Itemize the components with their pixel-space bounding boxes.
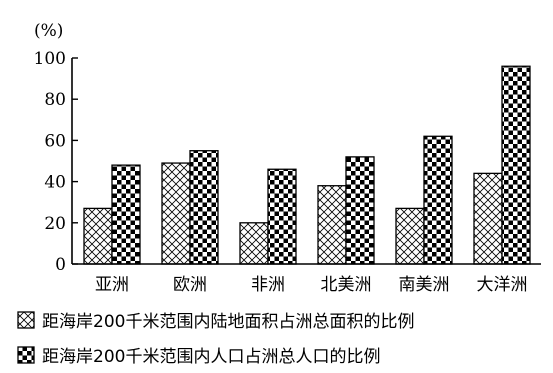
bar-population-4 (423, 135, 453, 265)
bar-area-0 (83, 207, 113, 265)
legend-swatch-checkerboard (17, 346, 35, 364)
legend-label-population: 距海岸200千米范围内人口占洲总人口的比例 (42, 347, 380, 367)
y-tick-label-20: 20 (44, 214, 66, 234)
y-tick-label-80: 80 (44, 90, 66, 110)
legend-item-area: 距海岸200千米范围内陆地面积占洲总面积的比例 (17, 311, 414, 332)
y-tick-label-40: 40 (44, 173, 66, 193)
legend: 距海岸200千米范围内陆地面积占洲总面积的比例 距海岸200千米范围内人口占洲总… (17, 311, 414, 367)
category-label-5: 大洋洲 (477, 275, 528, 295)
category-label-1: 欧洲 (173, 275, 207, 295)
category-label-4: 南美洲 (399, 275, 450, 295)
bar-population-1 (189, 150, 219, 265)
legend-label-area: 距海岸200千米范围内陆地面积占洲总面积的比例 (42, 312, 414, 332)
category-label-0: 亚洲 (95, 275, 129, 295)
category-label-2: 非洲 (251, 275, 285, 295)
category-label-3: 北美洲 (321, 275, 372, 295)
y-axis-ticks: 0 20 40 60 80 100 (34, 49, 78, 275)
y-tick-label-0: 0 (55, 255, 66, 275)
bar-population-2 (267, 168, 297, 265)
bar-area-4 (395, 207, 425, 265)
bar-population-5 (501, 65, 531, 265)
category-labels: 亚洲 欧洲 非洲 北美洲 南美洲 大洋洲 (95, 275, 528, 295)
bar-area-2 (239, 222, 269, 265)
y-tick-label-60: 60 (44, 131, 66, 151)
bars-group (83, 65, 531, 265)
bar-area-1 (161, 162, 191, 265)
bar-area-3 (317, 185, 347, 265)
legend-swatch-crosshatch (17, 311, 35, 329)
y-tick-label-100: 100 (34, 49, 66, 69)
legend-item-population: 距海岸200千米范围内人口占洲总人口的比例 (17, 346, 380, 367)
bar-population-0 (111, 164, 141, 265)
bar-area-5 (473, 172, 503, 265)
y-axis-unit-label: (%) (34, 21, 63, 41)
bar-population-3 (345, 156, 375, 265)
